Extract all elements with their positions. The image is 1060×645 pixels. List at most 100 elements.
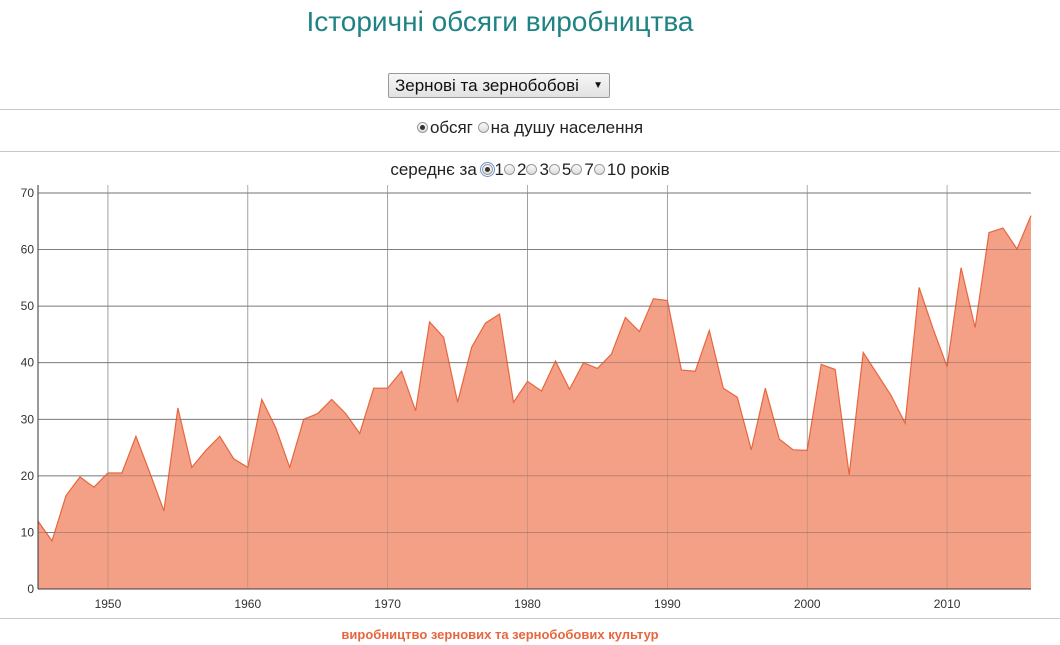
- average-option-7[interactable]: 7: [571, 160, 594, 179]
- measure-option-volume[interactable]: обсяг: [416, 118, 473, 137]
- data-point: [974, 326, 976, 328]
- data-point: [820, 363, 822, 365]
- x-tick-label: 1990: [654, 597, 681, 611]
- average-option-10[interactable]: 10: [593, 160, 626, 179]
- data-point: [708, 329, 710, 331]
- page-title: Історичні обсяги виробництва: [306, 6, 694, 37]
- data-point: [261, 398, 263, 400]
- radio-avg-1[interactable]: [479, 162, 495, 177]
- data-point: [93, 486, 95, 488]
- data-point: [191, 466, 193, 468]
- data-point: [876, 373, 878, 375]
- data-point: [904, 422, 906, 424]
- data-point: [275, 427, 277, 429]
- data-point: [988, 231, 990, 233]
- radio-avg-5[interactable]: [548, 164, 560, 175]
- area-series-line: [37, 215, 1032, 543]
- average-option-3-label: 3: [539, 160, 549, 179]
- data-point: [680, 369, 682, 371]
- crop-select-value: Зернові та зернобобові: [395, 76, 579, 95]
- x-tick-label: 2000: [794, 597, 821, 611]
- data-point: [358, 432, 360, 434]
- grid-overlay: [38, 192, 1031, 590]
- measure-option-per-capita[interactable]: на душу населення: [477, 118, 644, 137]
- data-point: [484, 322, 486, 324]
- data-point: [317, 412, 319, 414]
- average-option-5[interactable]: 5: [548, 160, 571, 179]
- data-point: [750, 449, 752, 451]
- data-point: [331, 398, 333, 400]
- data-point: [177, 407, 179, 409]
- data-point: [219, 435, 221, 437]
- data-point: [918, 286, 920, 288]
- y-tick-label: 0: [27, 582, 34, 596]
- radio-avg-10[interactable]: [593, 164, 605, 175]
- x-tick-label: 2010: [934, 597, 961, 611]
- data-point: [163, 510, 165, 512]
- y-tick-label: 40: [21, 356, 35, 370]
- data-point: [428, 321, 430, 323]
- y-tick-label: 50: [21, 299, 35, 313]
- dropdown-arrow-icon: ▼: [593, 80, 603, 91]
- data-point: [1030, 214, 1032, 216]
- average-option-1[interactable]: 1: [479, 160, 504, 179]
- data-point: [400, 370, 402, 372]
- average-option-7-label: 7: [584, 160, 594, 179]
- data-point: [722, 387, 724, 389]
- data-point: [135, 435, 137, 437]
- average-option-2[interactable]: 2: [503, 160, 527, 179]
- data-point: [372, 387, 374, 389]
- data-point: [512, 401, 514, 403]
- radio-avg-3[interactable]: [526, 164, 538, 175]
- measure-option-per-capita-label: на душу населення: [490, 118, 644, 137]
- data-point: [652, 298, 654, 300]
- x-tick-label: 1950: [95, 597, 122, 611]
- data-point: [65, 494, 67, 496]
- data-point: [540, 390, 542, 392]
- data-point: [792, 449, 794, 451]
- data-point: [694, 370, 696, 372]
- data-point: [37, 520, 39, 522]
- data-point: [498, 313, 500, 315]
- radio-volume[interactable]: [416, 122, 428, 133]
- data-point: [442, 336, 444, 338]
- data-point: [736, 396, 738, 398]
- crop-select[interactable]: Зернові та зернобобові ▼: [388, 73, 610, 98]
- data-point: [610, 353, 612, 355]
- data-point: [960, 266, 962, 268]
- divider: [0, 618, 1060, 619]
- average-option-1-label: 1: [494, 160, 504, 179]
- x-tick-label: 1970: [374, 597, 401, 611]
- data-point: [344, 412, 346, 414]
- divider: [0, 151, 1060, 152]
- data-point: [1002, 227, 1004, 229]
- average-options: середнє за 1 2 3 5 7 10 років: [0, 160, 1060, 180]
- data-point: [456, 401, 458, 403]
- data-point: [638, 330, 640, 332]
- data-point: [51, 540, 53, 542]
- y-tick-label: 20: [21, 469, 35, 483]
- data-point: [205, 449, 207, 451]
- data-point: [568, 388, 570, 390]
- radio-per-capita[interactable]: [477, 122, 489, 133]
- data-point: [121, 472, 123, 474]
- measure-options: обсяг на душу населення: [0, 118, 1060, 138]
- data-point: [414, 410, 416, 412]
- data-point: [890, 394, 892, 396]
- measure-option-volume-label: обсяг: [429, 118, 473, 137]
- average-option-3[interactable]: 3: [526, 160, 549, 179]
- x-tick-label: 1960: [234, 597, 261, 611]
- y-tick-label: 60: [21, 243, 35, 257]
- radio-avg-2[interactable]: [503, 164, 515, 175]
- data-point: [862, 351, 864, 353]
- data-point: [149, 472, 151, 474]
- data-point: [624, 316, 626, 318]
- y-tick-label: 30: [21, 412, 35, 426]
- area-series: [38, 215, 1031, 589]
- data-point: [554, 360, 556, 362]
- average-option-2-label: 2: [516, 160, 527, 179]
- data-point: [834, 368, 836, 370]
- radio-avg-7[interactable]: [571, 164, 583, 175]
- data-point: [596, 367, 598, 369]
